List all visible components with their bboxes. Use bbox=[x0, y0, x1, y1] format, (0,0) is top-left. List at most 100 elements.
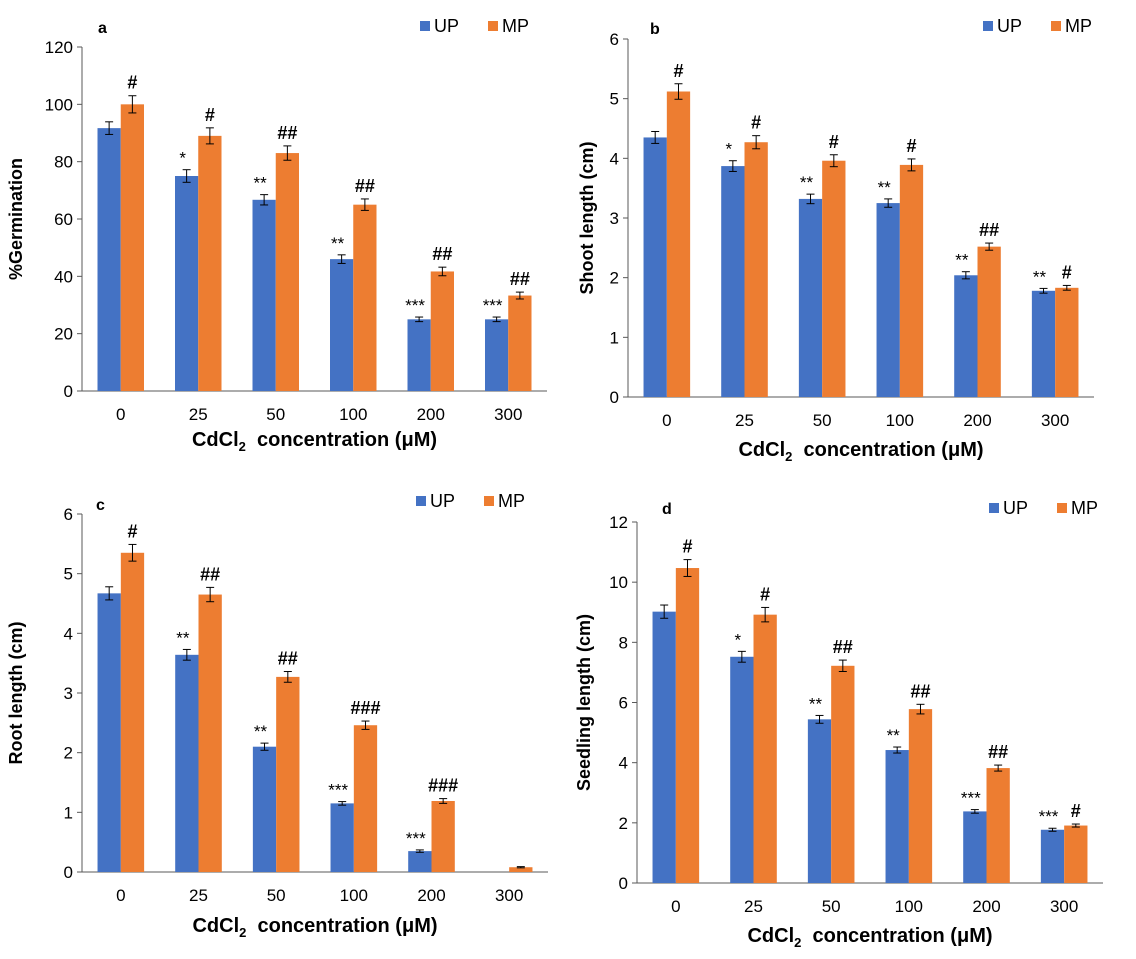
x-tick-label: 200 bbox=[972, 897, 1000, 916]
significance-label: * bbox=[735, 630, 742, 649]
bar-up-300 bbox=[485, 319, 509, 391]
legend-label-mp: MP bbox=[498, 491, 525, 511]
y-axis-title: Root length (cm) bbox=[6, 622, 26, 765]
legend-label-up: UP bbox=[430, 491, 455, 511]
bar-mp-300 bbox=[509, 867, 533, 872]
y-tick-label: 6 bbox=[619, 694, 628, 713]
legend-label-up: UP bbox=[1003, 498, 1028, 518]
y-tick-label: 2 bbox=[619, 814, 628, 833]
y-axis-title: Seedling length (cm) bbox=[574, 614, 594, 791]
significance-label: ### bbox=[428, 776, 458, 796]
x-axis-title: CdCl2 concentration (μM) bbox=[192, 915, 437, 940]
significance-label: ** bbox=[254, 174, 268, 193]
y-tick-label: 6 bbox=[64, 505, 73, 524]
x-tick-label: 200 bbox=[963, 411, 991, 430]
bar-mp-100 bbox=[899, 164, 924, 397]
bar-mp-0 bbox=[120, 552, 145, 872]
y-tick-label: 100 bbox=[45, 95, 73, 114]
panel-letter: a bbox=[98, 20, 107, 37]
x-tick-label: 0 bbox=[116, 886, 125, 905]
significance-label: ## bbox=[910, 681, 930, 701]
significance-label: # bbox=[205, 105, 215, 125]
legend-label-mp: MP bbox=[1071, 498, 1098, 518]
y-tick-label: 60 bbox=[54, 210, 73, 229]
y-tick-label: 8 bbox=[619, 633, 628, 652]
x-tick-label: 100 bbox=[339, 405, 367, 424]
legend-swatch-up bbox=[983, 21, 993, 31]
y-tick-label: 1 bbox=[64, 803, 73, 822]
significance-label: ## bbox=[278, 649, 298, 669]
legend-swatch-mp bbox=[1051, 21, 1061, 31]
x-tick-label: 200 bbox=[417, 405, 445, 424]
significance-label: ### bbox=[350, 698, 380, 718]
significance-label: * bbox=[726, 140, 733, 159]
significance-label: *** bbox=[961, 789, 981, 808]
bar-mp-0 bbox=[120, 104, 144, 391]
significance-label: # bbox=[127, 521, 137, 541]
bar-up-200 bbox=[954, 275, 978, 397]
legend-swatch-mp bbox=[488, 21, 498, 31]
bar-up-200 bbox=[963, 811, 987, 883]
bar-up-50 bbox=[252, 746, 277, 872]
bar-mp-300 bbox=[508, 295, 532, 391]
bar-up-25 bbox=[721, 166, 745, 397]
significance-label: ## bbox=[355, 176, 375, 196]
x-tick-label: 100 bbox=[340, 886, 368, 905]
significance-label: # bbox=[906, 136, 916, 156]
bar-up-100 bbox=[885, 750, 909, 883]
significance-label: # bbox=[751, 113, 761, 133]
bar-mp-25 bbox=[198, 594, 222, 872]
bar-mp-200 bbox=[977, 246, 1001, 397]
bar-up-50 bbox=[798, 198, 823, 397]
x-tick-label: 25 bbox=[189, 886, 208, 905]
legend-label-up: UP bbox=[997, 16, 1022, 36]
legend-label-up: UP bbox=[434, 16, 459, 36]
x-tick-label: 25 bbox=[189, 405, 208, 424]
legend-label-mp: MP bbox=[502, 16, 529, 36]
y-tick-label: 0 bbox=[610, 388, 619, 407]
bar-mp-25 bbox=[744, 142, 768, 397]
significance-label: # bbox=[673, 61, 683, 81]
x-tick-label: 300 bbox=[1050, 897, 1078, 916]
y-tick-label: 6 bbox=[610, 30, 619, 49]
bar-mp-100 bbox=[353, 725, 378, 872]
panel-letter: b bbox=[650, 21, 660, 38]
x-tick-label: 0 bbox=[662, 411, 671, 430]
bar-mp-25 bbox=[753, 614, 777, 883]
y-tick-label: 0 bbox=[64, 863, 73, 882]
bar-up-300 bbox=[1040, 829, 1065, 883]
bar-up-25 bbox=[175, 654, 199, 872]
significance-label: # bbox=[1062, 262, 1072, 282]
bar-up-25 bbox=[730, 656, 754, 883]
bar-mp-100 bbox=[353, 204, 377, 391]
significance-label: *** bbox=[406, 829, 426, 848]
bar-mp-50 bbox=[276, 676, 300, 872]
y-tick-label: 2 bbox=[64, 744, 73, 763]
y-tick-label: 20 bbox=[54, 325, 73, 344]
y-tick-label: 1 bbox=[610, 328, 619, 347]
y-tick-label: 3 bbox=[64, 684, 73, 703]
legend-swatch-mp bbox=[484, 496, 494, 506]
significance-label: ## bbox=[833, 637, 853, 657]
bar-up-0 bbox=[97, 128, 121, 392]
x-tick-label: 100 bbox=[886, 411, 914, 430]
x-tick-label: 50 bbox=[822, 897, 841, 916]
significance-label: ** bbox=[176, 628, 190, 647]
y-tick-label: 2 bbox=[610, 269, 619, 288]
panel-letter: d bbox=[662, 501, 672, 518]
significance-label: ## bbox=[432, 244, 452, 264]
bar-up-50 bbox=[807, 719, 832, 883]
y-tick-label: 5 bbox=[610, 90, 619, 109]
significance-label: ## bbox=[510, 269, 530, 289]
significance-label: # bbox=[1071, 801, 1081, 821]
bar-mp-300 bbox=[1055, 287, 1079, 397]
y-axis-title: Shoot length (cm) bbox=[577, 142, 597, 295]
bar-mp-50 bbox=[275, 153, 299, 391]
x-tick-label: 100 bbox=[895, 897, 923, 916]
significance-label: # bbox=[760, 584, 770, 604]
bar-mp-100 bbox=[908, 709, 933, 883]
significance-label: ## bbox=[277, 123, 297, 143]
